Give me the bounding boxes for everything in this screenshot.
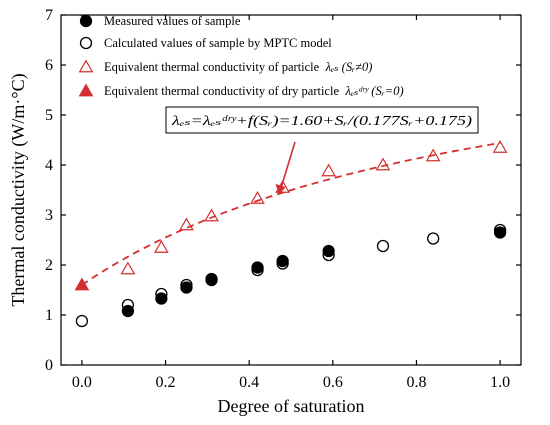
series-1-point-10 [493,223,507,237]
series-3-point-0 [74,277,90,291]
series-2-point-4 [250,190,265,204]
series-1-point-7 [322,248,335,262]
y-tick-label-5: 5 [45,107,53,124]
legend: Measured values of sample Calculated valu… [78,14,404,98]
series-1-point-9 [427,232,440,245]
y-tick-label-0: 0 [45,357,53,374]
series-1-point-3 [180,278,193,292]
series-2-point-3 [204,208,219,222]
series-1-point-2 [155,287,168,301]
y-tick-label-7: 7 [45,7,53,24]
series-1-point-5 [251,263,264,277]
x-tick-label-2: 0.4 [239,374,259,391]
y-tick-label-6: 6 [45,57,53,74]
ticks-layer: 0.0 0.2 0.4 0.6 0.8 1.0 0 1 2 3 4 5 6 7 [45,7,521,391]
y-axis-title: Thermal conductivity (W/m·°C) [8,73,29,306]
y-tick-label-1: 1 [45,307,53,324]
legend-marker-3 [78,83,94,97]
y-tick-label-3: 3 [45,207,53,224]
legend-text-2: Equivalent thermal conductivity of parti… [104,60,320,74]
plot-border [60,14,522,366]
series-0-point-4 [251,261,264,274]
legend-marker-2 [78,59,94,73]
series-2-point-7 [375,157,391,171]
series-2-point-0 [120,261,136,275]
series-0-point-7 [493,226,507,239]
series-1-point-6 [276,257,289,270]
series-1-point-1 [121,298,135,312]
annotation-box [165,106,479,134]
series-0-point-1 [155,292,168,305]
series-0-point-2 [180,281,193,294]
legend-marker-1 [79,36,93,50]
legend-marker-0 [79,14,93,28]
x-tick-label-4: 0.8 [406,374,426,391]
x-tick-label-1: 0.2 [156,374,176,391]
y-tick-label-4: 4 [45,157,53,174]
legend-text-3: Equivalent thermal conductivity of dry p… [104,84,339,98]
series-1-point-4 [205,273,218,287]
x-tick-label-0: 0.0 [72,374,92,391]
points-layer [74,139,508,328]
legend-text-0: Measured values of sample [104,14,241,28]
annotation-arrow [280,141,296,189]
legend-math-2: λₑₛ (Sᵣ≠0) [325,60,373,74]
x-tick-label-5: 1.0 [490,374,510,391]
curve-layer [81,142,501,286]
fit-curve [81,142,501,286]
series-2-point-6 [321,163,336,177]
series-0-point-6 [322,244,335,258]
annotation-arrow-head [275,184,286,195]
x-tick-label-3: 0.6 [323,374,343,391]
plot-frame [60,14,522,366]
series-2-point-9 [492,139,508,153]
series-1-point-0 [75,314,89,328]
annotation-formula: λₑₛ=λₑₛᵈʳʸ+f(Sᵣ)=1.60+Sᵣ/(0.177Sᵣ+0.175) [171,114,473,129]
x-axis-title: Degree of saturation [218,396,365,416]
series-0-point-5 [276,254,289,268]
series-2-point-1 [154,239,169,253]
legend-text-1: Calculated values of sample by MPTC mode… [104,36,332,50]
y-tick-label-2: 2 [45,257,53,274]
legend-math-3: λₑₛᵈʳʸ (Sᵣ=0) [344,84,403,98]
series-1-point-8 [376,239,390,253]
series-2-point-8 [425,148,441,162]
series-2-point-2 [179,217,194,231]
annotation: λₑₛ=λₑₛᵈʳʸ+f(Sᵣ)=1.60+Sᵣ/(0.177Sᵣ+0.175) [165,106,479,195]
